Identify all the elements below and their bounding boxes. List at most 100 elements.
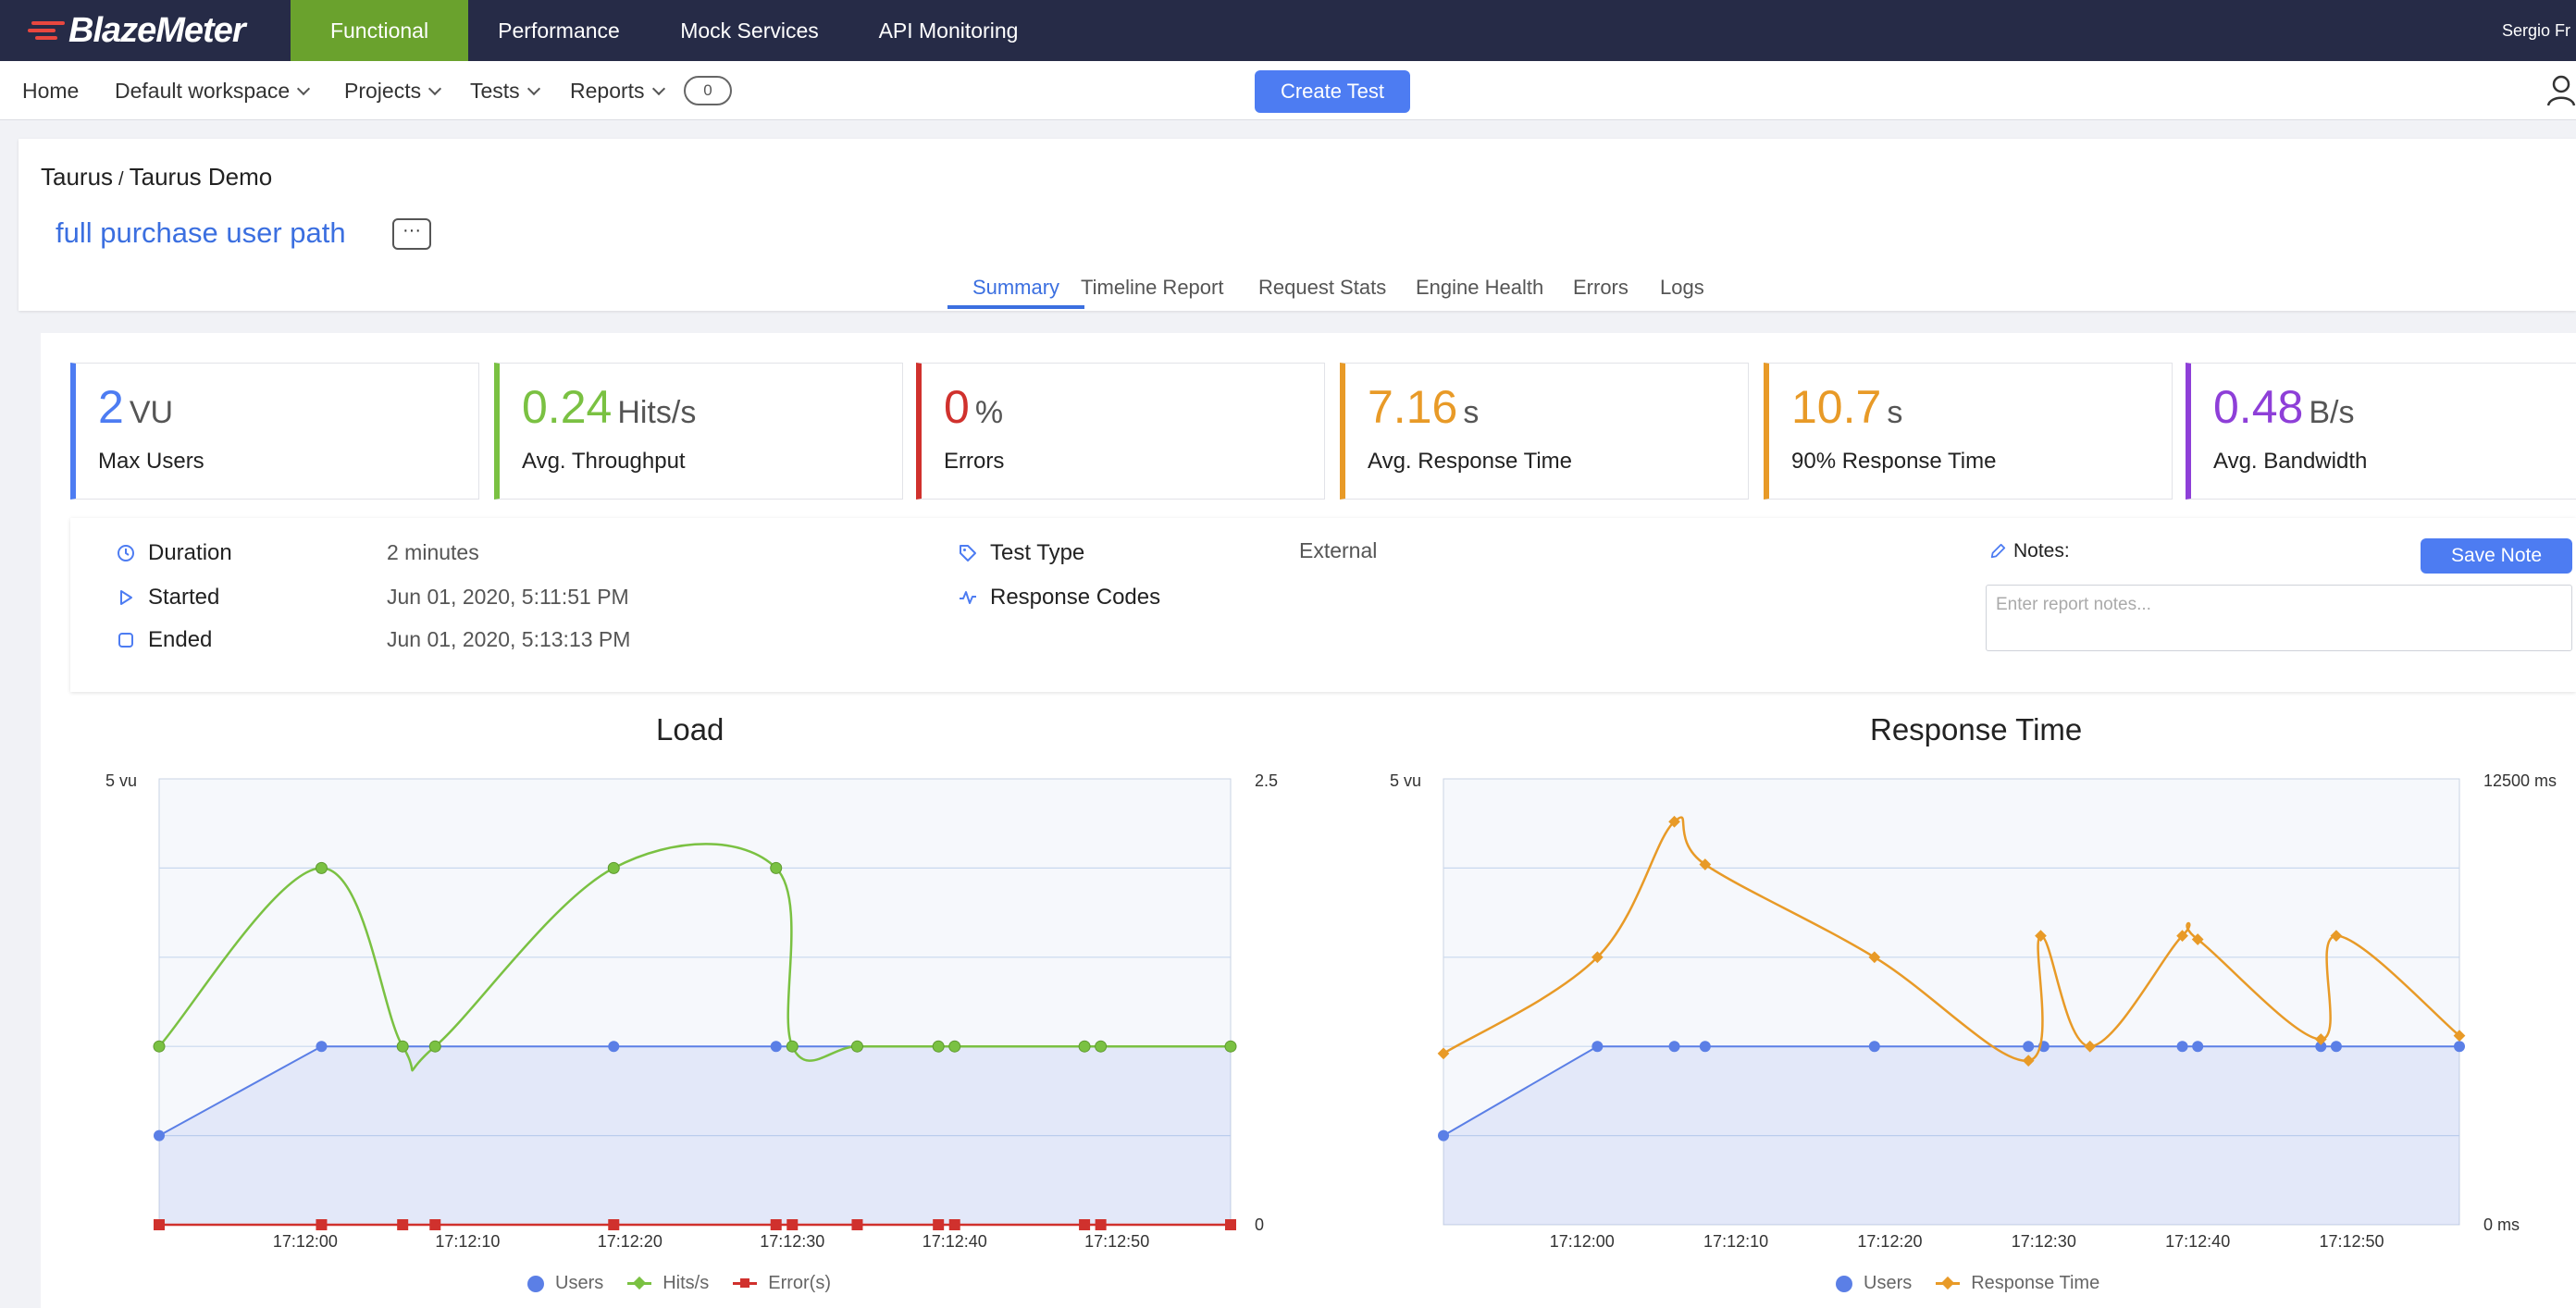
nav-tests-dropdown[interactable]: Tests	[470, 61, 540, 120]
error-s-point	[397, 1219, 409, 1230]
x-tick-label: 17:12:10	[435, 1232, 500, 1251]
hits-s-point	[315, 861, 328, 874]
workspace-label: Default workspace	[115, 79, 291, 103]
users-point	[1868, 1041, 1880, 1053]
x-tick-label: 17:12:50	[1084, 1232, 1149, 1251]
legend-marker-users	[527, 1275, 544, 1292]
blazemeter-logo[interactable]: BlazeMeter	[28, 9, 246, 52]
error-s-point	[770, 1219, 782, 1230]
hits-s-point	[153, 1040, 166, 1053]
nav-projects-dropdown[interactable]: Projects	[344, 61, 442, 120]
users-point	[316, 1041, 328, 1053]
top-tab-mock-services[interactable]: Mock Services	[680, 19, 819, 43]
y-right-max-label: 2.5	[1255, 771, 1278, 790]
nav-workspace-dropdown[interactable]: Default workspace	[115, 61, 311, 120]
nav-home[interactable]: Home	[22, 79, 80, 103]
legend-errors[interactable]: Error(s)	[733, 1273, 831, 1294]
y-left-max-label: 5 vu	[105, 771, 137, 790]
hits-s-point	[1078, 1040, 1091, 1053]
kpi-errors: 0% Errors	[916, 363, 1325, 500]
error-s-point	[851, 1219, 863, 1230]
top-tab-performance[interactable]: Performance	[498, 19, 620, 43]
users-point	[608, 1041, 620, 1053]
tab-request-stats[interactable]: Request Stats	[1258, 276, 1387, 299]
users-point	[2315, 1041, 2327, 1053]
kpi-label: Errors	[944, 449, 1005, 474]
users-point	[1668, 1041, 1680, 1053]
stop-icon	[118, 633, 133, 648]
test-type-label: Test Type	[990, 540, 1085, 565]
legend-users[interactable]: Users	[527, 1273, 603, 1294]
kpi-avg-response-time: 7.16 s Avg. Response Time	[1340, 363, 1749, 500]
kpi-value: 10.7 s	[1791, 381, 1903, 433]
x-tick-label: 17:12:00	[273, 1232, 338, 1251]
tab-timeline-report[interactable]: Timeline Report	[1081, 276, 1224, 299]
top-tab-functional[interactable]: Functional	[291, 0, 468, 61]
y-right-min-label: 0 ms	[2483, 1215, 2520, 1234]
response-time-point	[2453, 1030, 2466, 1042]
legend-marker-response-time	[1936, 1276, 1961, 1290]
notes-label: Notes:	[2013, 540, 2070, 561]
response-codes-row[interactable]: Response Codes	[959, 585, 1160, 611]
kpi-label: Avg. Bandwidth	[2213, 449, 2368, 474]
legend-marker-users	[1836, 1275, 1852, 1292]
user-menu[interactable]: Sergio Fr	[2502, 21, 2571, 40]
duration-row: Duration	[117, 540, 232, 566]
response-time-point	[2176, 930, 2188, 943]
play-icon	[120, 590, 132, 605]
response-time-point	[2191, 933, 2204, 945]
response-time-chart-title: Response Time	[1870, 712, 2083, 747]
response-time-point	[2022, 1055, 2035, 1067]
breadcrumb-project[interactable]: Taurus	[41, 163, 114, 191]
x-tick-label: 17:12:20	[1857, 1232, 1922, 1251]
kpi-avg-throughput: 0.24 Hits/s Avg. Throughput	[494, 363, 903, 500]
user-profile-icon[interactable]	[2546, 72, 2576, 109]
tests-label: Tests	[470, 79, 520, 103]
users-point	[154, 1129, 165, 1141]
x-tick-label: 17:12:40	[923, 1232, 987, 1251]
response-time-point	[2084, 1040, 2097, 1053]
x-tick-label: 17:12:10	[1703, 1232, 1768, 1251]
y-right-max-label: 12500 ms	[2483, 771, 2557, 790]
load-legend: Users Hits/s Error(s)	[527, 1273, 855, 1294]
error-s-point	[1095, 1219, 1107, 1230]
x-tick-label: 17:12:40	[2165, 1232, 2230, 1251]
users-area	[1443, 1046, 2459, 1225]
hits-s-point	[850, 1040, 863, 1053]
report-header: Taurus / Taurus Demo full purchase user pa…	[19, 139, 2576, 311]
projects-label: Projects	[344, 79, 422, 103]
x-tick-label: 17:12:50	[2320, 1232, 2384, 1251]
legend-marker-errors	[733, 1278, 758, 1288]
create-test-button[interactable]: Create Test	[1255, 70, 1410, 113]
tab-summary[interactable]: Summary	[947, 276, 1084, 309]
breadcrumb-test[interactable]: Taurus Demo	[129, 163, 273, 191]
save-note-button[interactable]: Save Note	[2421, 538, 2572, 574]
legend-hits[interactable]: Hits/s	[627, 1273, 709, 1294]
error-s-point	[933, 1219, 945, 1230]
tab-errors[interactable]: Errors	[1573, 276, 1629, 299]
notes-input[interactable]	[1986, 585, 2572, 651]
plot-area	[1443, 778, 2460, 1226]
ended-value: Jun 01, 2020, 5:13:13 PM	[387, 627, 631, 651]
legend-marker-hits	[627, 1276, 652, 1290]
x-tick-label: 17:12:30	[2012, 1232, 2076, 1251]
legend-response-time[interactable]: Response Time	[1936, 1273, 2099, 1294]
report-title[interactable]: full purchase user path	[56, 216, 346, 249]
top-bar: BlazeMeter Functional Performance Mock S…	[0, 0, 2576, 61]
nav-reports-dropdown[interactable]: Reports	[570, 61, 665, 120]
ended-row: Ended	[117, 627, 212, 653]
started-row: Started	[117, 585, 219, 611]
error-s-point	[429, 1219, 441, 1230]
more-options-button[interactable]: ···	[392, 218, 431, 250]
response-time-point	[2314, 1033, 2327, 1045]
users-point	[770, 1041, 782, 1053]
response-time-legend: Users Response Time	[1836, 1273, 2124, 1294]
tab-engine-health[interactable]: Engine Health	[1416, 276, 1544, 299]
reports-count-badge[interactable]: 0	[684, 76, 732, 105]
error-s-point	[1079, 1219, 1091, 1230]
top-tab-api-monitoring[interactable]: API Monitoring	[878, 19, 1019, 43]
legend-users[interactable]: Users	[1836, 1273, 1912, 1294]
x-tick-label: 17:12:30	[760, 1232, 824, 1251]
tab-logs[interactable]: Logs	[1660, 276, 1704, 299]
test-type-row: Test Type	[959, 540, 1084, 566]
